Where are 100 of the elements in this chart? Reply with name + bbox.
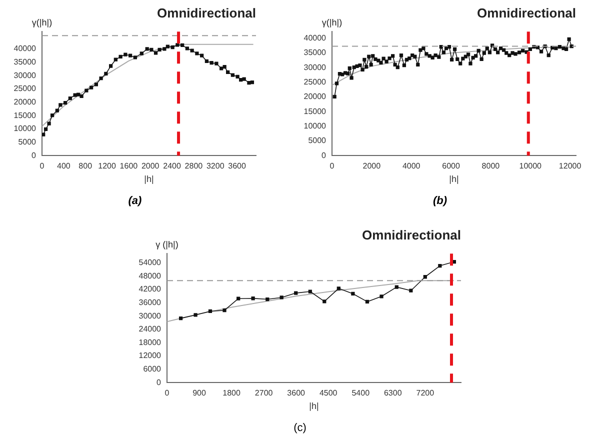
point bbox=[114, 58, 118, 62]
y-tick-label: 0 bbox=[156, 378, 162, 387]
point bbox=[154, 51, 158, 55]
y-tick-label: 15000 bbox=[14, 110, 37, 120]
point bbox=[99, 76, 103, 80]
x-tick-label: 2000 bbox=[141, 162, 160, 171]
point bbox=[47, 122, 51, 126]
point bbox=[251, 296, 255, 300]
y-axis-title: γ (|h|) bbox=[156, 240, 178, 250]
y-axis-title: γ(|h|) bbox=[32, 18, 52, 28]
y-tick-label: 10000 bbox=[304, 121, 327, 130]
point bbox=[394, 285, 398, 289]
point bbox=[76, 92, 80, 96]
point bbox=[195, 52, 199, 56]
y-tick-label: 25000 bbox=[304, 78, 327, 87]
y-tick-label: 20000 bbox=[14, 97, 37, 106]
y-tick-label: 12000 bbox=[138, 351, 162, 360]
point bbox=[194, 313, 198, 317]
x-tick-label: 0 bbox=[330, 162, 335, 171]
x-tick-label: 3600 bbox=[228, 162, 246, 171]
y-tick-label: 48000 bbox=[138, 271, 162, 280]
y-tick-label: 35000 bbox=[14, 57, 37, 66]
chart-title: Omnidirectional bbox=[157, 5, 256, 20]
x-tick-label: 0 bbox=[40, 162, 45, 171]
x-tick-label: 400 bbox=[56, 162, 71, 171]
y-tick-label: 30000 bbox=[304, 62, 327, 72]
x-tick-label: 6300 bbox=[384, 388, 402, 398]
point bbox=[336, 286, 340, 290]
point bbox=[55, 108, 59, 112]
text: (b) bbox=[432, 195, 448, 207]
point bbox=[158, 48, 162, 52]
point bbox=[176, 43, 180, 47]
point bbox=[250, 80, 254, 84]
point bbox=[42, 132, 46, 136]
y-tick-label: 6000 bbox=[143, 364, 162, 374]
x-tick-label: 7200 bbox=[416, 388, 435, 398]
point bbox=[247, 80, 251, 85]
point bbox=[351, 292, 355, 296]
y-tick-label: 5000 bbox=[18, 137, 37, 146]
point bbox=[220, 66, 224, 70]
point bbox=[63, 100, 68, 105]
point bbox=[280, 296, 284, 300]
y-tick-label: 10000 bbox=[14, 124, 37, 134]
point bbox=[230, 73, 235, 77]
x-tick-label: 4000 bbox=[402, 162, 421, 171]
x-tick-label: 4500 bbox=[319, 388, 338, 398]
x-tick-label: 0 bbox=[164, 388, 170, 398]
point bbox=[118, 54, 122, 58]
y-tick-label: 30000 bbox=[138, 311, 162, 320]
x-tick-label: 2000 bbox=[362, 162, 382, 171]
x-tick-label: 2700 bbox=[254, 388, 274, 398]
point bbox=[140, 52, 144, 56]
point bbox=[236, 74, 240, 78]
point bbox=[423, 275, 427, 279]
x-tick-label: 2400 bbox=[163, 162, 182, 171]
point bbox=[80, 94, 84, 98]
y-tick-label: 54000 bbox=[138, 258, 162, 268]
point bbox=[150, 48, 154, 52]
point bbox=[438, 264, 442, 268]
x-tick-label: 10000 bbox=[519, 162, 542, 171]
point bbox=[180, 43, 184, 48]
point bbox=[94, 82, 98, 86]
y-tick-label: 42000 bbox=[138, 284, 162, 294]
y-tick-label: 36000 bbox=[138, 298, 162, 308]
point bbox=[162, 47, 166, 51]
x-tick-label: 3200 bbox=[206, 162, 225, 171]
y-tick-label: 35000 bbox=[304, 48, 327, 58]
point bbox=[322, 300, 326, 304]
point bbox=[409, 288, 413, 292]
point bbox=[133, 56, 137, 60]
x-axis-title: |h| bbox=[309, 401, 319, 412]
x-tick-label: 5400 bbox=[352, 388, 370, 398]
point bbox=[222, 64, 226, 69]
y-tick-label: 18000 bbox=[138, 338, 162, 347]
point bbox=[242, 77, 246, 81]
point bbox=[104, 72, 108, 76]
y-tick-label: 5000 bbox=[308, 136, 327, 146]
point bbox=[170, 46, 174, 50]
point bbox=[200, 54, 204, 58]
point bbox=[166, 44, 170, 48]
point bbox=[128, 54, 132, 58]
text: (a) bbox=[127, 195, 143, 207]
point bbox=[89, 86, 94, 90]
point bbox=[236, 296, 240, 300]
point bbox=[73, 93, 77, 97]
x-tick-label: 3600 bbox=[287, 388, 306, 398]
y-tick-label: 20000 bbox=[304, 92, 327, 102]
point bbox=[294, 291, 298, 295]
point bbox=[108, 64, 113, 68]
y-tick-label: 30000 bbox=[14, 70, 37, 80]
x-tick-label: 6000 bbox=[442, 162, 460, 171]
x-tick-label: 900 bbox=[192, 388, 206, 398]
x-tick-label: 800 bbox=[78, 162, 93, 171]
point bbox=[210, 60, 214, 65]
x-tick-label: 1800 bbox=[222, 388, 241, 398]
x-axis-title: |h| bbox=[144, 174, 154, 184]
x-tick-label: 8000 bbox=[482, 162, 500, 171]
chart-title: Omnidirectional bbox=[362, 227, 461, 242]
y-tick-label: 0 bbox=[32, 150, 37, 160]
point bbox=[365, 300, 370, 304]
